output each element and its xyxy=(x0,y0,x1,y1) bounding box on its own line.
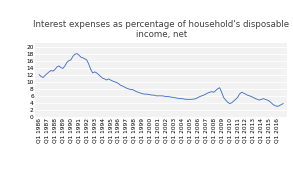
Title: Interest expenses as percentage of household's disposable
income, net: Interest expenses as percentage of house… xyxy=(33,20,289,39)
